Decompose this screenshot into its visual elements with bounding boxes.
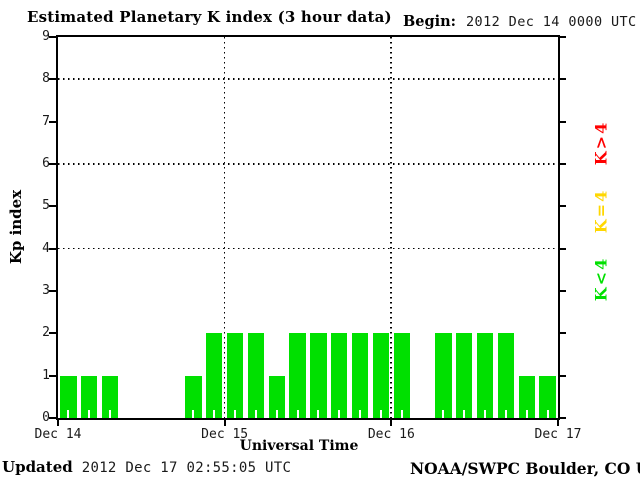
- gridline-x-day-2: [390, 37, 392, 418]
- y-tick-right-7: [560, 120, 566, 123]
- y-tick-left-8: [49, 78, 58, 81]
- gridline-y-4: [58, 247, 558, 250]
- bar-notch: [546, 410, 549, 418]
- y-tick-right-8: [560, 78, 566, 81]
- gridline-x-day-1: [223, 37, 226, 418]
- kp-bar: [497, 333, 515, 418]
- begin-row: Begin: 2012 Dec 14 0000 UTC: [403, 13, 637, 30]
- y-tick-label-7: 7: [42, 113, 50, 129]
- kp-bar: [351, 333, 369, 418]
- bar-notch: [442, 410, 445, 418]
- y-tick-label-4: 4: [42, 240, 50, 256]
- kp-bar: [310, 333, 327, 418]
- updated-label: Updated: [2, 458, 73, 476]
- bar-notch: [484, 410, 487, 418]
- kp-bar: [476, 333, 494, 418]
- bar-notch: [296, 410, 299, 418]
- y-axis-title: Kp index: [7, 189, 25, 265]
- kp-bar: [226, 333, 244, 418]
- y-tick-right-5: [560, 205, 566, 208]
- y-tick-left-9: [49, 36, 58, 38]
- kp-bar: [206, 333, 223, 418]
- x-tick-label-0: Dec 14: [34, 427, 82, 442]
- bar-notch: [275, 410, 278, 418]
- begin-value: 2012 Dec 14 0000 UTC: [466, 14, 637, 30]
- bar-notch: [359, 410, 362, 418]
- begin-label: Begin:: [403, 13, 457, 30]
- y-tick-right-6: [560, 163, 566, 165]
- kp-bar: [393, 333, 410, 418]
- legend-k-gt-4: K>4: [591, 120, 611, 166]
- x-tick-label-3: Dec 17: [534, 427, 582, 442]
- kp-bar: [435, 333, 452, 418]
- y-tick-left-5: [49, 205, 58, 208]
- bar-notch: [525, 410, 528, 418]
- y-tick-left-4: [49, 247, 58, 250]
- plot-frame: [56, 35, 560, 420]
- updated-value: 2012 Dec 17 02:55:05 UTC: [81, 460, 292, 476]
- y-tick-label-0: 0: [42, 410, 50, 425]
- updated-row: Updated 2012 Dec 17 02:55:05 UTC: [2, 458, 291, 476]
- bar-notch: [192, 410, 195, 418]
- bar-notch: [400, 410, 403, 418]
- legend-k-lt-4: K<4: [591, 256, 611, 302]
- kp-bar: [456, 333, 473, 418]
- kp-bar: [247, 333, 265, 418]
- y-tick-label-6: 6: [42, 156, 50, 171]
- kp-bar: [331, 333, 348, 418]
- bar-notch: [317, 410, 320, 418]
- bar-notch: [67, 410, 70, 418]
- x-axis-title: Universal Time: [239, 438, 359, 454]
- y-tick-right-1: [560, 374, 566, 377]
- kp-bar: [81, 375, 98, 418]
- y-tick-left-6: [49, 163, 58, 165]
- x-tick-day-0: [57, 420, 59, 426]
- x-tick-day-2: [390, 420, 393, 426]
- y-tick-left-0: [49, 417, 58, 419]
- x-tick-day-3: [557, 420, 559, 426]
- bar-notch: [234, 410, 237, 418]
- kp-bar: [539, 375, 556, 418]
- bar-notch: [254, 410, 257, 418]
- bar-notch: [379, 410, 382, 418]
- chart-title: Estimated Planetary K index (3 hour data…: [27, 8, 392, 26]
- credit-text: NOAA/SWPC Boulder, CO USA: [410, 459, 640, 478]
- y-tick-right-0: [560, 417, 566, 419]
- y-tick-right-4: [560, 247, 566, 250]
- bar-notch: [109, 410, 112, 418]
- y-tick-right-2: [560, 332, 566, 335]
- y-tick-label-8: 8: [42, 71, 50, 87]
- bar-notch: [213, 410, 216, 418]
- y-tick-label-2: 2: [42, 325, 50, 341]
- bar-notch: [504, 410, 507, 418]
- legend-k-eq-4: K=4: [591, 188, 611, 234]
- y-tick-left-3: [49, 290, 58, 292]
- kp-bar: [518, 375, 535, 418]
- kp-bar: [289, 333, 306, 418]
- y-tick-label-3: 3: [42, 283, 50, 298]
- y-tick-left-7: [49, 120, 58, 123]
- kp-bar: [60, 375, 77, 418]
- y-tick-left-1: [49, 374, 58, 377]
- y-tick-right-9: [560, 36, 566, 38]
- y-tick-label-1: 1: [42, 367, 50, 383]
- bar-notch: [338, 410, 341, 418]
- y-tick-label-5: 5: [42, 198, 50, 214]
- x-tick-day-1: [223, 420, 226, 426]
- bar-notch: [88, 410, 91, 418]
- x-tick-label-1: Dec 15: [201, 427, 249, 442]
- gridline-y-6: [58, 163, 558, 165]
- bar-notch: [463, 410, 466, 418]
- gridline-y-8: [58, 78, 558, 80]
- kp-bar: [268, 375, 285, 418]
- kp-bar: [372, 333, 390, 418]
- kp-bar: [101, 375, 119, 418]
- y-tick-right-3: [560, 290, 566, 292]
- x-tick-label-2: Dec 16: [367, 427, 415, 442]
- y-tick-label-9: 9: [42, 29, 50, 44]
- y-tick-left-2: [49, 332, 58, 335]
- kp-bar: [185, 375, 202, 418]
